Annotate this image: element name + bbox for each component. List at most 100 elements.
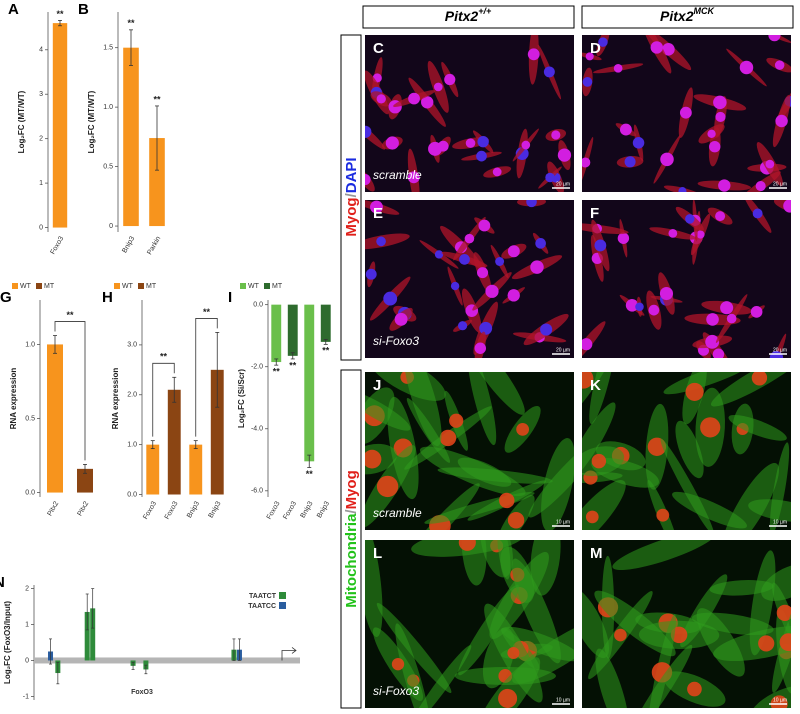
nucleus [783, 200, 791, 213]
y-tick-label: -2.0 [251, 364, 263, 371]
nucleus [439, 429, 457, 447]
micrograph: Lsi-Foxo3 10 µm [365, 540, 574, 708]
column-header: Pitx2+/+ [445, 6, 492, 23]
nucleus [632, 137, 645, 149]
y-tick-label: 4 [39, 47, 43, 54]
nucleus [656, 508, 670, 522]
panel-letter: H [102, 289, 113, 306]
panel-letter: B [78, 1, 89, 18]
mito-network [460, 372, 525, 415]
nucleus [755, 181, 766, 192]
nucleus [370, 200, 383, 214]
nucleus [751, 372, 768, 386]
header-gene: Pitx2 [445, 8, 479, 24]
micrograph-content [365, 35, 572, 192]
nucleus [434, 250, 444, 259]
nucleus [507, 245, 520, 258]
nucleus [585, 510, 599, 524]
nucleus [679, 106, 692, 119]
y-tick-label: 0.0 [127, 491, 137, 498]
row-label-part: Mitochondria [343, 513, 360, 608]
nucleus [718, 179, 731, 192]
panel-letter: D [590, 40, 601, 57]
bar [123, 47, 139, 227]
y-tick-label: 1.0 [127, 441, 137, 448]
x-tick-label: Bnip3 [186, 500, 201, 519]
nucleus [706, 313, 719, 326]
panel-caption: si-Foxo3 [373, 684, 419, 698]
x-tick-label: Bnip3 [121, 235, 136, 254]
nucleus [474, 342, 487, 354]
nucleus [739, 60, 754, 75]
significance-label: ** [203, 307, 211, 317]
nucleus [428, 141, 442, 156]
mito-network [403, 372, 442, 447]
bar [90, 608, 96, 661]
micrograph-bg [365, 35, 574, 192]
scale-label: 20 µm [773, 181, 787, 187]
nucleus [648, 304, 660, 316]
legend-swatch [138, 283, 144, 289]
bar [149, 138, 165, 227]
header-sup: +/+ [478, 6, 492, 16]
nucleus [535, 238, 546, 249]
header-gene: Pitx2 [660, 8, 694, 24]
nucleus [478, 219, 491, 232]
y-tick-label: 2 [25, 585, 29, 592]
nucleus [624, 156, 636, 168]
nucleus [507, 647, 520, 660]
panel-letter: M [590, 545, 603, 562]
nucleus [776, 604, 791, 622]
nucleus [582, 157, 591, 168]
y-tick-label: 0.0 [25, 489, 35, 496]
y-tick-label: 2.0 [127, 392, 137, 399]
significance-label: ** [322, 346, 330, 356]
panel-letter: L [373, 545, 382, 562]
nucleus [685, 382, 704, 401]
micrograph: M 10 µm [582, 540, 791, 708]
y-tick-label: 0.5 [103, 163, 113, 170]
nucleus [385, 136, 399, 150]
nucleus [598, 37, 608, 47]
nucleus [507, 512, 525, 529]
y-tick-label: 1 [39, 180, 43, 187]
nucleus [376, 475, 399, 498]
mito-network [612, 540, 716, 571]
nucleus [449, 413, 464, 428]
mito-network [376, 602, 452, 694]
y-tick-label: -4.0 [251, 426, 263, 433]
y-axis-label: RNA expression [9, 368, 18, 430]
bar [84, 611, 90, 661]
legend-label: WT [122, 283, 134, 290]
nucleus [391, 657, 405, 671]
nucleus [582, 77, 593, 87]
bar [77, 468, 93, 493]
x-tick-label: Pitx2 [76, 500, 90, 517]
y-tick-label: 1.0 [25, 341, 35, 348]
header-box [581, 5, 794, 29]
scale-label: 10 µm [773, 519, 787, 525]
nucleus [779, 633, 791, 652]
x-tick-label: Parkin [146, 235, 162, 256]
legend-swatch [12, 283, 18, 289]
bar [320, 304, 331, 342]
scale-label: 10 µm [773, 697, 787, 703]
nucleus [551, 130, 561, 140]
nucleus [712, 348, 725, 358]
panel-letter: F [590, 205, 599, 222]
nucleus [700, 417, 721, 438]
mito-network [419, 446, 526, 497]
nucleus [365, 173, 371, 186]
nucleus [709, 141, 721, 153]
x-tick-label: Foxo3 [282, 500, 298, 520]
nucleus [557, 148, 572, 162]
nucleus [540, 323, 553, 336]
nucleus [765, 159, 775, 169]
micrograph: D 20 µm [582, 35, 791, 192]
nucleus [498, 688, 518, 708]
x-axis-label: FoxO3 [131, 689, 153, 696]
nucleus [459, 254, 470, 265]
nucleus [662, 43, 675, 56]
y-tick-label: -1 [23, 693, 29, 700]
